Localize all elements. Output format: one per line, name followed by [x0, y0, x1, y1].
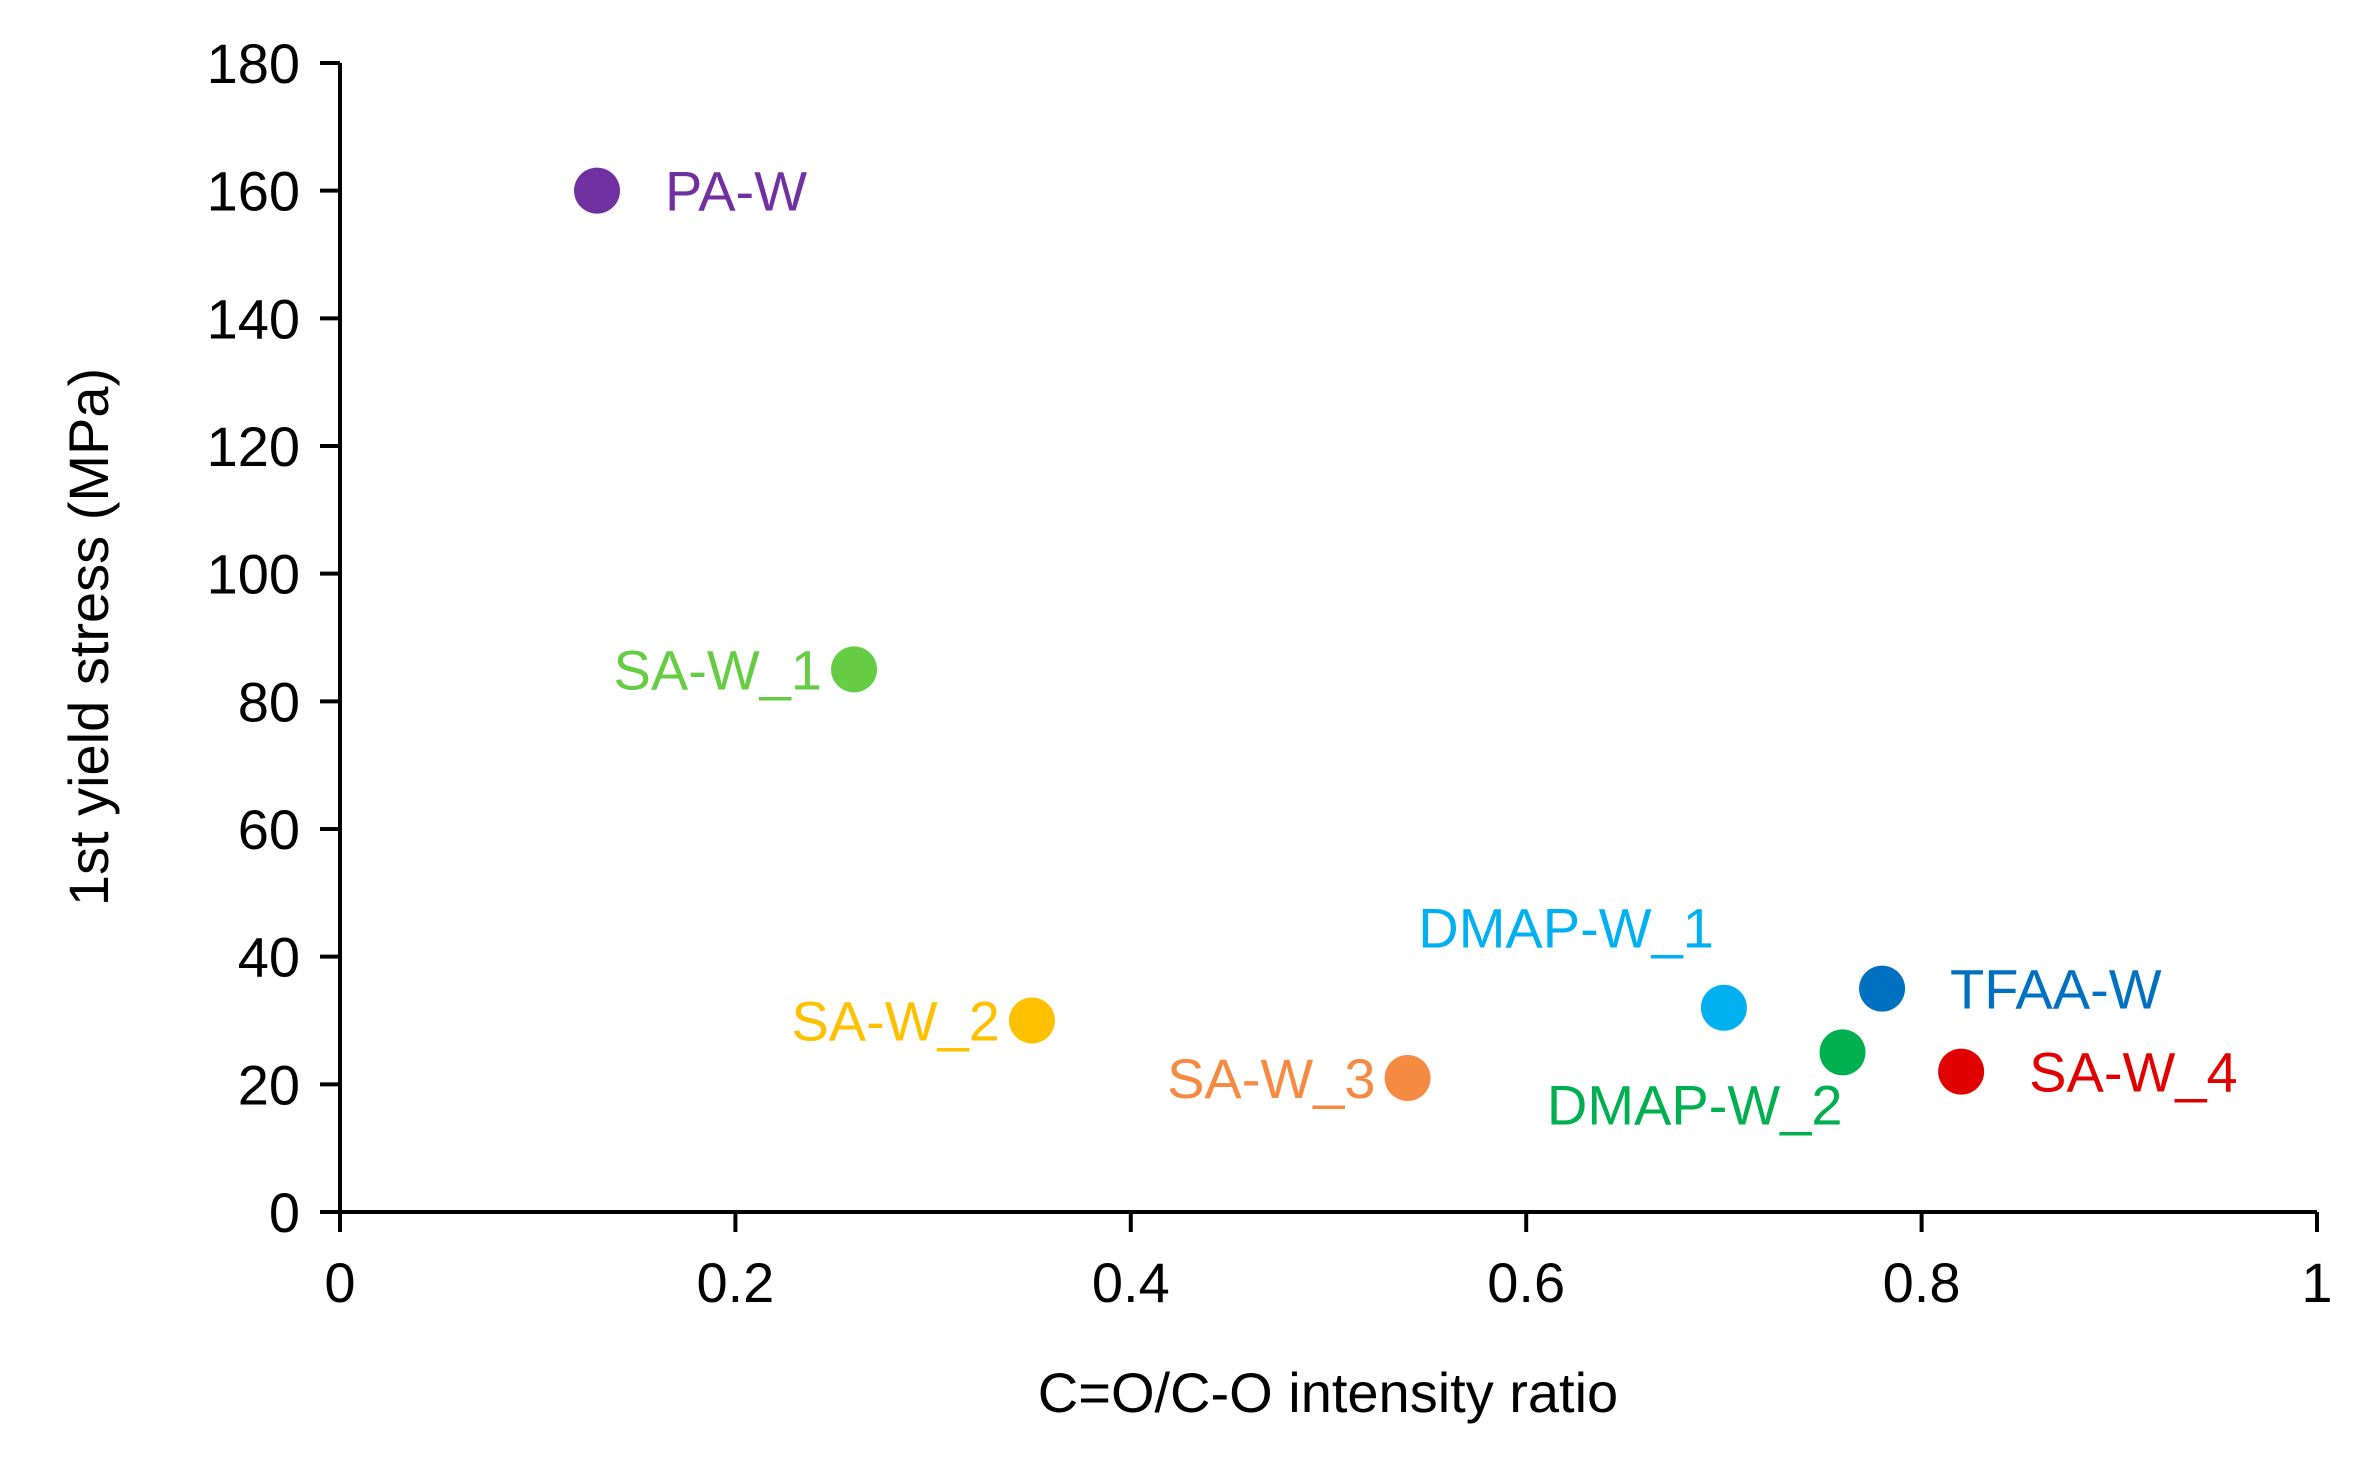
- data-points: PA-W SA-W_1 SA-W_2 SA-W_3 DMAP-W_1 DMAP-W_2 TF…: [574, 160, 2238, 1136]
- x-tick-label: 0.6: [1487, 1251, 1565, 1314]
- axes: [338, 63, 2317, 1214]
- data-point-label: SA-W_1: [614, 638, 823, 701]
- data-point: [831, 646, 878, 693]
- data-point-label: DMAP-W_2: [1547, 1073, 1843, 1136]
- x-axis-ticks: 0 0.2 0.4 0.6 0.8 1: [324, 1212, 2333, 1314]
- data-point: [574, 167, 621, 214]
- data-point-label: SA-W_3: [1167, 1047, 1376, 1110]
- x-tick-label: 0: [324, 1251, 355, 1314]
- y-tick-label: 180: [207, 32, 300, 95]
- data-point: [1384, 1054, 1431, 1101]
- y-tick-label: 160: [207, 160, 300, 223]
- data-point: [1819, 1029, 1866, 1076]
- data-point: [1859, 965, 1906, 1012]
- y-tick-label: 100: [207, 543, 300, 606]
- y-tick-label: 20: [238, 1053, 300, 1116]
- data-point-label: TFAA-W: [1950, 958, 2162, 1021]
- y-tick-label: 120: [207, 415, 300, 478]
- data-point-label: SA-W_4: [2029, 1041, 2238, 1104]
- data-point: [1700, 984, 1747, 1031]
- data-point: [1938, 1048, 1985, 1095]
- y-axis-title: 1st yield stress (MPa): [57, 368, 120, 906]
- data-point-label: SA-W_2: [791, 990, 1000, 1053]
- y-tick-label: 80: [238, 670, 300, 733]
- data-point-label: DMAP-W_1: [1418, 897, 1714, 960]
- data-point: [1008, 997, 1055, 1044]
- x-tick-label: 1: [2301, 1251, 2332, 1314]
- y-axis-ticks: 0 20 40 60 80 100 120 140 160 180: [207, 32, 340, 1244]
- y-tick-label: 60: [238, 798, 300, 861]
- x-axis-title: C=O/C-O intensity ratio: [1038, 1361, 1618, 1424]
- y-tick-label: 0: [269, 1181, 300, 1244]
- data-point-label: PA-W: [665, 160, 807, 223]
- x-tick-label: 0.2: [696, 1251, 774, 1314]
- y-tick-label: 140: [207, 287, 300, 350]
- y-tick-label: 40: [238, 926, 300, 989]
- x-tick-label: 0.8: [1883, 1251, 1961, 1314]
- x-tick-label: 0.4: [1092, 1251, 1170, 1314]
